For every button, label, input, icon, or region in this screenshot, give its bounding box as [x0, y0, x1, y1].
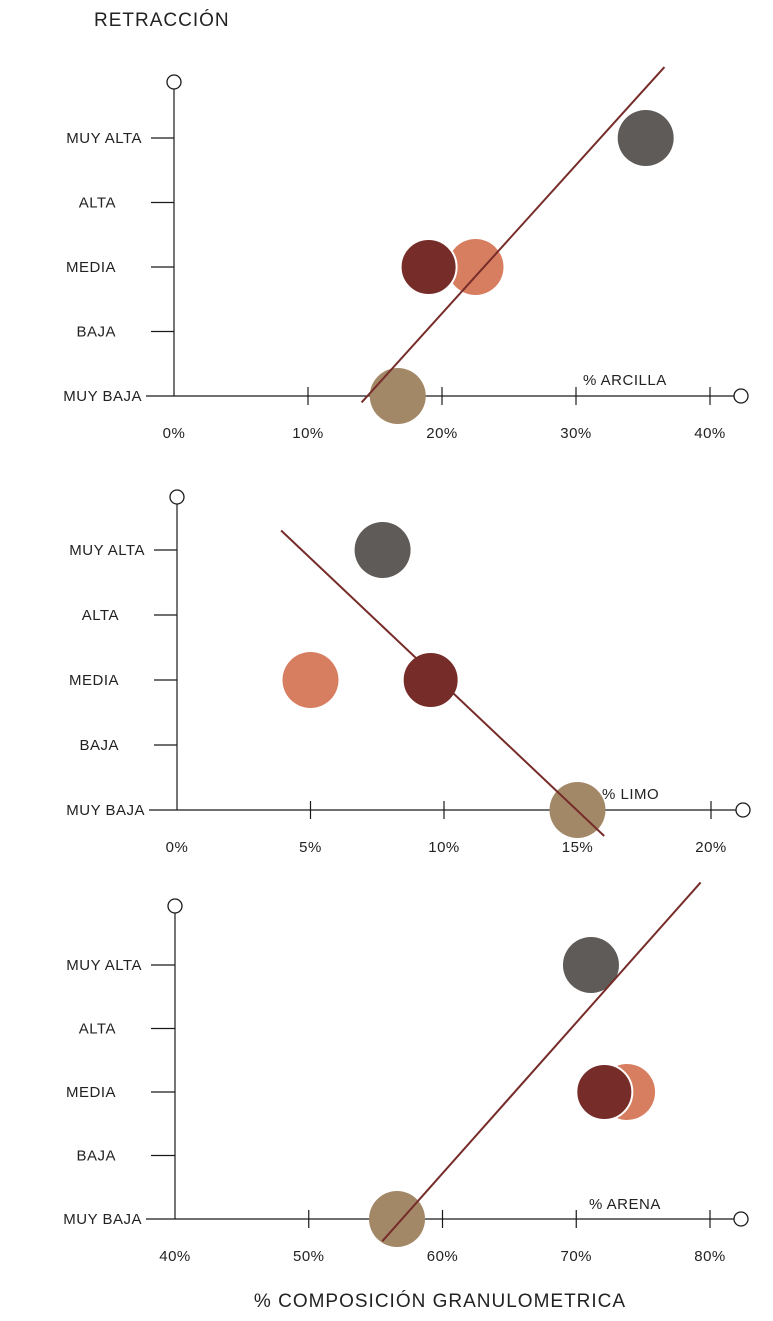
y-tick-label: MUY ALTA — [69, 542, 145, 559]
y-tick-label: MEDIA — [66, 259, 116, 276]
top-title: RETRACCIÓN — [94, 9, 230, 31]
x-axis-label: % ARCILLA — [583, 372, 667, 389]
point-maroon — [399, 238, 458, 296]
chart-panel-1: MUY BAJA BAJA MEDIA ALTA MUY ALTA 0% 10% 20% 30%… — [63, 66, 749, 442]
y-tick-label: BAJA — [76, 1148, 116, 1165]
trend-line — [360, 66, 666, 404]
y-tick-label: BAJA — [76, 324, 116, 341]
point-gray — [354, 522, 411, 578]
point-salmon — [447, 239, 504, 295]
x-tick-label: 50% — [293, 1248, 325, 1265]
x-tick-label: 0% — [166, 839, 189, 856]
y-tick-label: MUY ALTA — [66, 130, 142, 147]
y-axis-end-circle — [166, 74, 182, 90]
y-tick-label: ALTA — [79, 1021, 116, 1038]
y-tick-label: MUY BAJA — [63, 1211, 142, 1228]
x-tick-label: 80% — [694, 1248, 726, 1265]
x-axis-end-circle — [733, 388, 749, 404]
point-maroon — [401, 651, 460, 709]
x-tick-label: 10% — [292, 425, 324, 442]
point-gray — [562, 937, 619, 993]
y-tick-label: MUY ALTA — [66, 957, 142, 974]
x-tick-label: 40% — [159, 1248, 191, 1265]
x-tick-label: 70% — [560, 1248, 592, 1265]
y-tick-label: MUY BAJA — [63, 388, 142, 405]
trend-line — [280, 529, 605, 837]
trend-line — [381, 881, 702, 1242]
y-axis-end-circle — [167, 898, 183, 914]
y-tick-label: BAJA — [79, 737, 119, 754]
x-tick-label: 60% — [427, 1248, 459, 1265]
x-tick-label: 5% — [299, 839, 322, 856]
x-axis-end-circle — [733, 1211, 749, 1227]
x-tick-label: 20% — [426, 425, 458, 442]
y-axis-end-circle — [169, 489, 185, 505]
point-tan — [369, 368, 426, 424]
point-gray — [617, 110, 674, 166]
point-salmon — [282, 652, 339, 708]
y-tick-label: MEDIA — [66, 1084, 116, 1101]
chart-panel-2: MUY BAJA BAJA MEDIA ALTA MUY ALTA 0% 5% 10% 15% 2… — [66, 489, 751, 856]
point-maroon — [575, 1063, 634, 1121]
chart-panels: MUY BAJA BAJA MEDIA ALTA MUY ALTA 0% 10% 20% 30%… — [63, 66, 751, 1265]
x-tick-label: 40% — [694, 425, 726, 442]
x-tick-label: 15% — [562, 839, 594, 856]
y-tick-label: MUY BAJA — [66, 802, 145, 819]
y-tick-label: MEDIA — [69, 672, 119, 689]
x-tick-label: 30% — [560, 425, 592, 442]
x-tick-label: 10% — [428, 839, 460, 856]
x-tick-label: 0% — [163, 425, 186, 442]
x-axis-label: % ARENA — [589, 1196, 661, 1213]
point-tan — [369, 1191, 426, 1247]
bottom-title: % COMPOSICIÓN GRANULOMETRICA — [254, 1290, 626, 1312]
y-tick-label: ALTA — [82, 607, 119, 624]
x-axis-label: % LIMO — [602, 786, 659, 803]
x-tick-label: 20% — [695, 839, 727, 856]
x-axis-end-circle — [735, 802, 751, 818]
chart-panel-3: MUY BAJA BAJA MEDIA ALTA MUY ALTA 40% 50% 60% 70… — [63, 881, 749, 1265]
y-tick-label: ALTA — [79, 195, 116, 212]
